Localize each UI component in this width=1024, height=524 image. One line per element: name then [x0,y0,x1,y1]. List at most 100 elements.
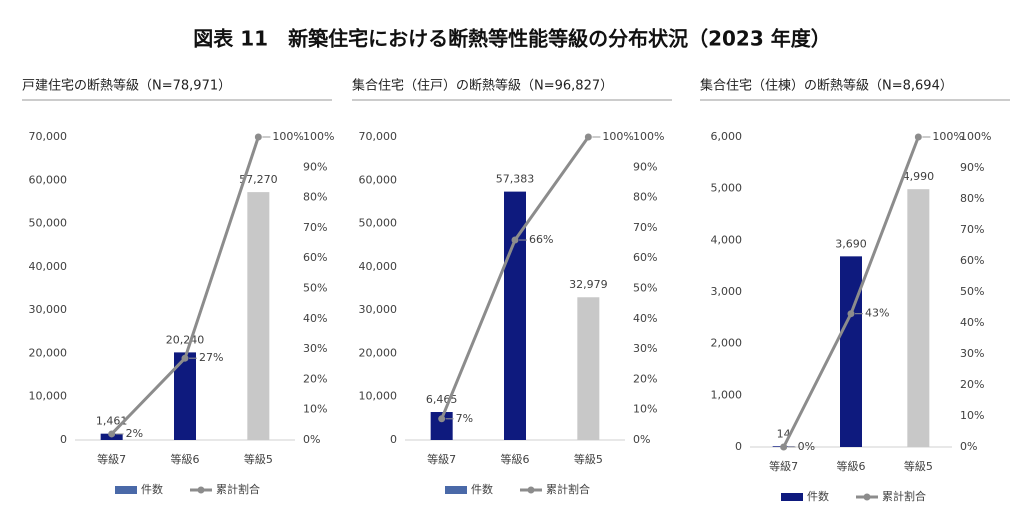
y2-tick-label: 40% [303,312,327,325]
y2-tick-label: 70% [960,223,984,236]
y2-tick-label: 50% [633,282,657,295]
line-point [584,133,592,141]
line-point [181,354,189,362]
y2-tick-label: 50% [960,285,984,298]
bar-value-label: 32,979 [569,278,608,291]
y2-tick-label: 90% [633,160,657,173]
bar-value-label: 4,990 [903,170,935,183]
bar [840,256,862,447]
line-point [254,133,262,141]
y-tick-label: 5,000 [711,182,743,195]
y-tick-label: 30,000 [359,303,398,316]
y-tick-label: 70,000 [29,130,68,143]
x-tick-label: 等級7 [427,452,456,466]
y-tick-label: 70,000 [359,130,398,143]
line-point [438,415,446,423]
y-tick-label: 50,000 [29,217,68,230]
y2-tick-label: 20% [633,372,657,385]
x-tick-label: 等級6 [501,452,530,466]
legend-swatch-point [197,486,205,494]
legend-label: 件数 [471,483,493,496]
y2-tick-label: 60% [960,254,984,267]
line-point [511,236,519,244]
legend-swatch-point [527,486,535,494]
x-tick-label: 等級5 [244,452,273,466]
y-tick-label: 20,000 [29,346,68,359]
legend-label: 累計割合 [216,482,260,496]
y2-tick-label: 0% [960,440,977,453]
legend-swatch [445,486,467,494]
bar-value-label: 20,240 [166,333,205,346]
y2-tick-label: 20% [960,378,984,391]
y-tick-label: 40,000 [359,260,398,273]
x-tick-label: 等級5 [574,452,603,466]
bar [174,352,196,440]
y2-tick-label: 30% [633,342,657,355]
y2-tick-label: 20% [303,372,327,385]
y2-tick-label: 10% [960,409,984,422]
y-tick-label: 60,000 [359,173,398,186]
legend-swatch-point [863,493,871,501]
y-tick-label: 50,000 [359,217,398,230]
line-value-label: 0% [798,440,815,453]
y2-tick-label: 40% [960,316,984,329]
bar [577,297,600,440]
y-tick-label: 60,000 [29,173,68,186]
x-tick-label: 等級7 [97,452,126,466]
line-point [847,310,855,318]
y2-tick-label: 30% [960,347,984,360]
y-tick-label: 0 [735,440,742,453]
y2-tick-label: 0% [303,433,320,446]
y2-tick-label: 100% [633,130,664,143]
y2-tick-label: 100% [303,130,334,143]
y2-tick-label: 40% [633,312,657,325]
y2-tick-label: 80% [303,191,327,204]
line-value-label: 100% [932,130,963,143]
line-value-label: 43% [865,307,889,320]
legend-swatch [115,486,137,494]
y2-tick-label: 70% [633,221,657,234]
legend-label: 累計割合 [882,489,926,503]
figure-title: 図表 11 新築住宅における断熱等性能等級の分布状況（2023 年度） [193,27,830,51]
legend-label: 件数 [141,483,163,496]
chart-subtitle: 集合住宅（住棟）の断熱等級（N=8,694） [700,78,953,94]
y2-tick-label: 10% [303,403,327,416]
y2-tick-label: 70% [303,221,327,234]
y2-tick-label: 90% [303,160,327,173]
bar-value-label: 57,383 [496,173,535,186]
y-tick-label: 6,000 [711,130,743,143]
y-tick-label: 10,000 [359,390,398,403]
y2-tick-label: 30% [303,342,327,355]
y2-tick-label: 50% [303,282,327,295]
line-value-label: 100% [272,130,303,143]
line-value-label: 27% [199,351,223,364]
y-tick-label: 40,000 [29,260,68,273]
line-value-label: 66% [529,233,553,246]
line-value-label: 100% [602,130,633,143]
chart-subtitle: 戸建住宅の断熱等級（N=78,971） [22,78,231,94]
y-tick-label: 2,000 [711,337,743,350]
line-point [108,430,116,438]
bar [247,192,270,440]
line-point [780,443,788,451]
chart-subtitle: 集合住宅（住戸）の断熱等級（N=96,827） [352,78,613,94]
y-tick-label: 30,000 [29,303,68,316]
y2-tick-label: 60% [303,251,327,264]
x-tick-label: 等級5 [904,459,933,473]
y-tick-label: 1,000 [711,388,743,401]
y-tick-label: 0 [60,433,67,446]
y2-tick-label: 10% [633,403,657,416]
bar-value-label: 3,690 [835,237,867,250]
bar [907,189,930,447]
y2-tick-label: 0% [633,433,650,446]
y2-tick-label: 60% [633,251,657,264]
line-point [914,133,922,141]
x-tick-label: 等級6 [171,452,200,466]
y2-tick-label: 80% [633,191,657,204]
bar-value-label: 57,270 [239,173,278,186]
x-tick-label: 等級7 [769,459,798,473]
line-value-label: 2% [126,427,143,440]
y-tick-label: 3,000 [711,285,743,298]
